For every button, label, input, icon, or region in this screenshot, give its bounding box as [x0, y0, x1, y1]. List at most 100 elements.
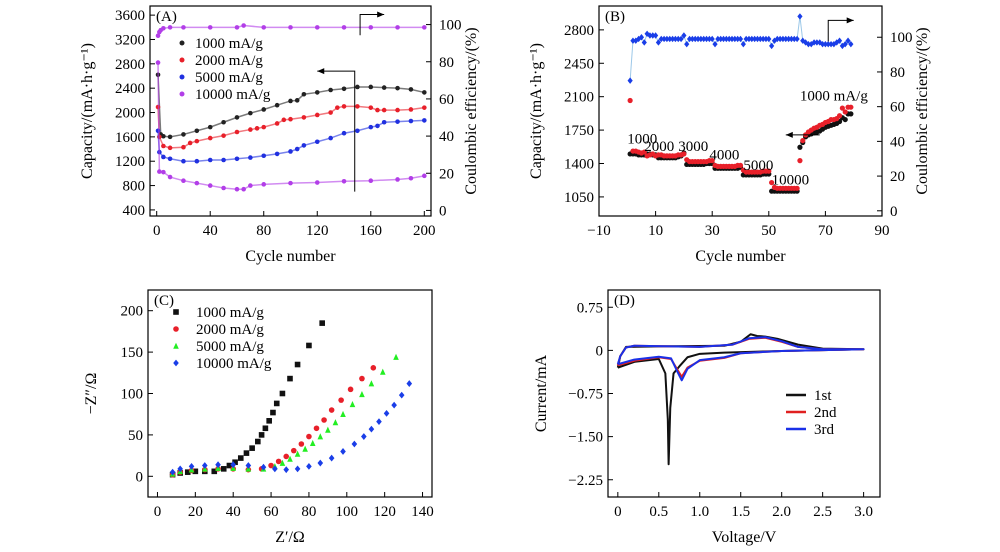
panel-label: (A)	[156, 9, 177, 25]
data-point	[757, 35, 763, 43]
y-tick-label: −1.50	[568, 430, 603, 446]
data-point	[667, 35, 673, 43]
y-tick-label: 50	[128, 428, 143, 444]
data-point	[395, 177, 400, 182]
data-point	[715, 35, 721, 43]
y2-tick-label: 20	[439, 166, 454, 182]
data-point	[766, 168, 772, 174]
data-point	[313, 425, 320, 432]
data-point	[332, 419, 339, 426]
data-point	[260, 463, 267, 471]
legend-marker	[173, 359, 179, 367]
data-point	[845, 37, 851, 44]
data-point	[248, 183, 253, 188]
data-point	[248, 127, 253, 132]
y2-tick-label: 60	[890, 100, 905, 116]
x-tick-label: 70	[818, 223, 833, 239]
data-point	[194, 138, 200, 144]
data-point	[301, 115, 307, 120]
data-point	[261, 182, 267, 187]
axis-arrow	[827, 19, 854, 42]
data-point	[288, 116, 293, 122]
data-point	[169, 468, 176, 476]
data-point	[255, 438, 261, 445]
data-point	[422, 25, 427, 30]
data-point	[638, 34, 645, 41]
data-point	[249, 445, 255, 451]
y-tick-label: 2100	[564, 90, 594, 106]
data-point	[381, 85, 387, 90]
x-tick-label: 20	[188, 504, 203, 520]
data-point	[368, 178, 374, 183]
y-tick-label: 1400	[564, 157, 594, 173]
series-line	[629, 16, 852, 81]
data-point	[359, 375, 365, 382]
data-point	[774, 35, 780, 43]
series-coulombic-efficiency	[627, 13, 854, 84]
data-point	[340, 410, 346, 417]
data-point	[375, 123, 380, 129]
data-point	[341, 179, 347, 184]
data-point	[644, 30, 650, 37]
panel-c: (C) 0 20 40 60 80 100 120 140 0 50 100 150 200 Z′/Ω −Z″…	[83, 289, 434, 546]
series-1000-ma-g	[169, 320, 325, 478]
data-point	[230, 461, 236, 469]
data-point	[355, 84, 360, 90]
legend-marker	[173, 309, 179, 315]
x-axis-title: Cycle number	[695, 248, 786, 265]
y-axis-title: −Z″/Ω	[83, 372, 100, 414]
y-tick-label: 100	[121, 387, 144, 403]
data-point	[689, 35, 695, 43]
legend-label: 2nd	[814, 405, 837, 421]
panel-label: (D)	[614, 293, 635, 309]
x-tick-label: 2.5	[813, 504, 832, 520]
data-point	[181, 144, 186, 150]
data-point	[243, 450, 250, 456]
data-point	[341, 130, 347, 136]
x-tick-label: 0	[614, 504, 622, 520]
y2-tick-label: 80	[439, 55, 454, 71]
data-point	[314, 112, 320, 118]
y-axis-title: Current/mA	[533, 354, 550, 432]
data-point	[207, 183, 213, 188]
y-tick-label: 2800	[564, 23, 594, 39]
legend-marker	[179, 74, 185, 80]
data-point	[408, 87, 414, 92]
legend-marker	[173, 342, 179, 349]
data-point	[678, 35, 684, 43]
data-point	[288, 98, 293, 104]
data-point	[718, 35, 724, 43]
data-point	[355, 104, 360, 109]
data-point	[395, 25, 400, 30]
x-tick-label: 80	[301, 504, 316, 520]
data-point	[157, 169, 162, 174]
data-point	[314, 90, 320, 95]
data-point	[221, 185, 226, 191]
data-point	[221, 119, 226, 125]
data-point	[709, 35, 715, 43]
data-point	[306, 342, 312, 349]
data-point	[274, 102, 280, 108]
data-point	[340, 448, 346, 455]
data-point	[395, 119, 400, 124]
data-point	[848, 104, 854, 110]
data-point	[842, 116, 848, 123]
x-tick-label: 50	[761, 223, 776, 239]
legend-marker	[179, 91, 185, 97]
data-point	[155, 60, 161, 65]
panel-label: (B)	[605, 9, 625, 25]
data-point	[287, 455, 293, 462]
arrowhead-icon	[317, 68, 325, 75]
data-point	[302, 445, 308, 452]
data-point	[211, 468, 218, 475]
data-point	[834, 39, 840, 46]
panel-b: (B) −10 10 30 50 70 90 1050 1400 1750 2100 2450 2800…	[528, 5, 931, 265]
y-tick-label: 2800	[115, 57, 145, 73]
axis-arrow	[359, 14, 385, 36]
y-tick-label: 1050	[564, 190, 594, 206]
y-tick-label: 150	[121, 345, 144, 361]
data-point	[422, 173, 427, 179]
data-point	[268, 462, 274, 469]
data-point	[368, 124, 374, 130]
x-tick-label: 120	[306, 223, 329, 239]
